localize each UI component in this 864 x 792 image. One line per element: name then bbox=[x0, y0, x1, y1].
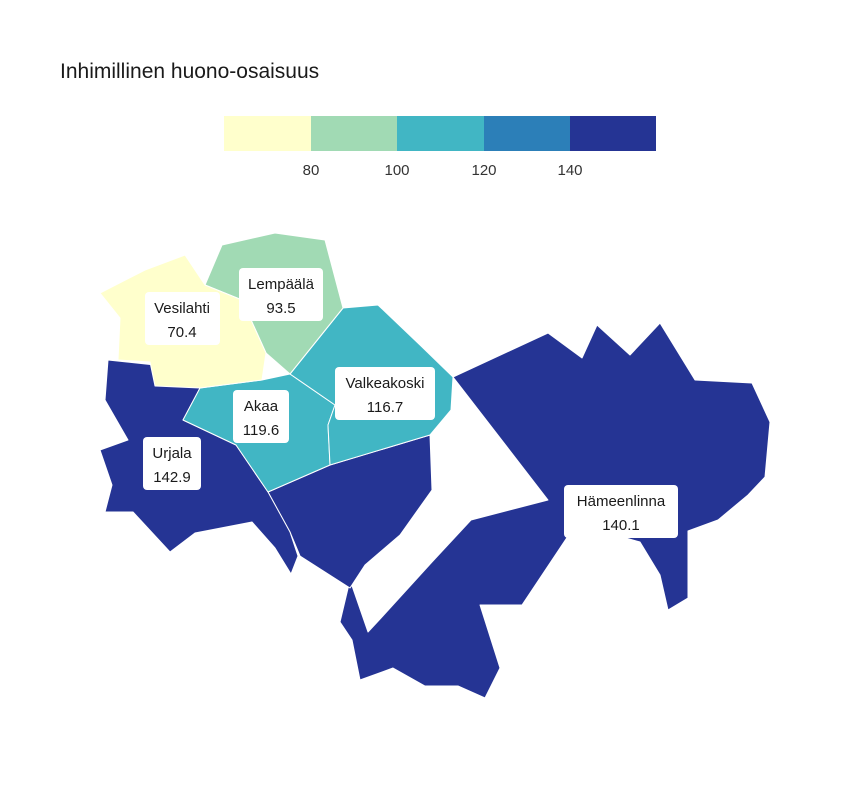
label-akaa: Akaa 119.6 bbox=[233, 390, 289, 443]
label-name: Hämeenlinna bbox=[577, 493, 666, 510]
label-value: 140.1 bbox=[602, 517, 640, 534]
legend-bin-3 bbox=[397, 116, 484, 151]
color-legend: 80 100 120 140 bbox=[224, 116, 656, 179]
label-value: 116.7 bbox=[367, 399, 403, 416]
label-urjala: Urjala 142.9 bbox=[143, 437, 201, 490]
label-name: Vesilahti bbox=[154, 300, 210, 317]
label-name: Valkeakoski bbox=[346, 375, 425, 392]
region-labels: Vesilahti 70.4 Lempäälä 93.5 Akaa 119.6 … bbox=[143, 268, 678, 538]
label-value: 119.6 bbox=[243, 422, 279, 439]
legend-tick: 80 bbox=[303, 162, 320, 179]
legend-bin-4 bbox=[484, 116, 570, 151]
map-title: Inhimillinen huono-osaisuus bbox=[60, 60, 320, 83]
label-value: 93.5 bbox=[266, 300, 295, 317]
label-name: Urjala bbox=[152, 445, 192, 462]
label-hameenlinna: Hämeenlinna 140.1 bbox=[564, 485, 678, 538]
label-name: Akaa bbox=[244, 398, 279, 415]
legend-tick: 140 bbox=[557, 162, 582, 179]
legend-tick: 100 bbox=[384, 162, 409, 179]
legend-bin-1 bbox=[224, 116, 311, 151]
label-vesilahti: Vesilahti 70.4 bbox=[145, 292, 220, 345]
legend-bin-5 bbox=[570, 116, 656, 151]
label-name: Lempäälä bbox=[248, 276, 315, 293]
label-value: 70.4 bbox=[167, 324, 196, 341]
label-lempaala: Lempäälä 93.5 bbox=[239, 268, 323, 321]
label-valkeakoski: Valkeakoski 116.7 bbox=[335, 367, 435, 420]
legend-tick: 120 bbox=[471, 162, 496, 179]
label-value: 142.9 bbox=[153, 469, 191, 486]
legend-bin-2 bbox=[311, 116, 397, 151]
